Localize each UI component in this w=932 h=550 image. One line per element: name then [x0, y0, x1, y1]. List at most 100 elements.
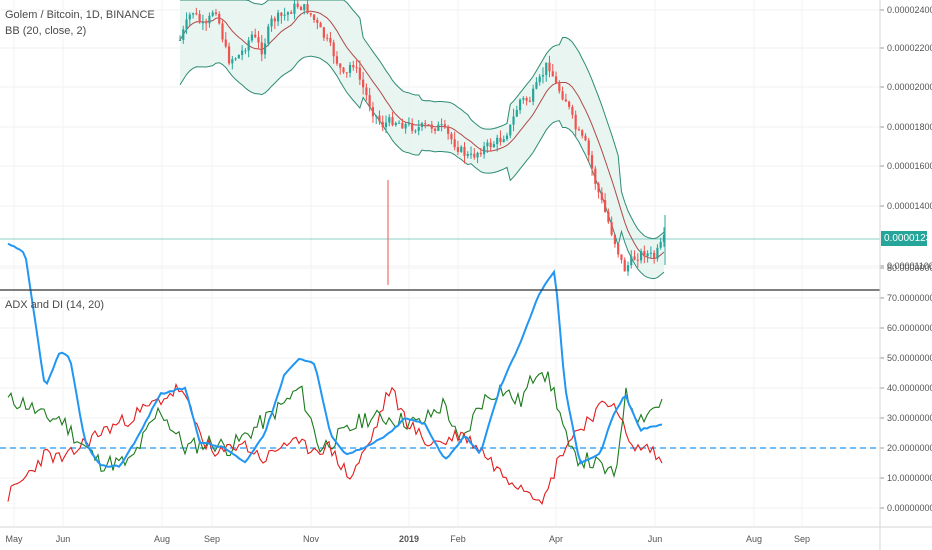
candle-body	[499, 137, 502, 142]
candle-body	[244, 50, 247, 52]
time-label: May	[5, 534, 23, 544]
time-label: Jun	[648, 534, 663, 544]
candle-body	[303, 4, 306, 11]
candle-body	[473, 153, 476, 158]
candle-body	[447, 126, 450, 134]
price-tick-label: 0.00001800	[887, 122, 932, 132]
time-label: Sep	[204, 534, 220, 544]
candle-body	[237, 54, 240, 59]
candle-body	[384, 122, 388, 128]
candle-body	[348, 64, 352, 73]
price-tick-label: 0.00001600	[887, 161, 932, 171]
adx-legend[interactable]: ADX and DI (14, 20)	[5, 299, 105, 311]
candle-body	[433, 128, 437, 131]
candle-body	[368, 95, 371, 108]
adx-line	[7, 242, 663, 468]
candle-body	[450, 133, 453, 140]
indicator-tick-label: 70.00000000	[887, 293, 932, 303]
candle-body	[322, 27, 325, 38]
candle-body	[296, 3, 299, 7]
time-label: Aug	[154, 534, 170, 544]
candle-body	[191, 13, 195, 15]
time-label: Apr	[549, 534, 563, 544]
candle-body	[401, 122, 404, 129]
candle-body	[620, 254, 623, 260]
indicator-tick-label: 10.00000000	[887, 473, 932, 483]
candle-body	[371, 107, 375, 117]
candle-body	[178, 39, 182, 41]
candle-body	[231, 59, 234, 64]
price-tick-label: 0.00001400	[887, 201, 932, 211]
candle-body	[456, 147, 460, 152]
candle-body	[502, 139, 505, 142]
candle-body	[558, 83, 561, 92]
candle-body	[590, 155, 594, 169]
bb-upper-band	[180, 0, 665, 240]
price-axis: 0.00002400 0.00002200 0.00002000 0.00001800…	[880, 5, 932, 271]
candle-body	[198, 14, 201, 23]
candle-body	[224, 39, 227, 47]
candle-body	[551, 71, 554, 77]
candle-body	[283, 14, 286, 16]
candle-body	[466, 153, 469, 156]
candle-body	[355, 67, 358, 69]
candle-body	[545, 62, 548, 76]
candle-body	[604, 200, 607, 212]
candle-body	[538, 76, 541, 83]
indicator-tick-label: 0.00000000	[887, 503, 932, 513]
bollinger-bands	[0, 0, 880, 280]
price-tick-label: 0.00001100	[887, 261, 932, 271]
candle-body	[535, 82, 538, 89]
bb-fill	[180, 0, 664, 279]
candle-body	[440, 124, 443, 126]
candle-body	[571, 106, 574, 115]
candle-body	[414, 130, 417, 132]
candle-body	[564, 99, 567, 102]
candle-body	[515, 110, 518, 117]
candle-body	[568, 101, 571, 107]
bb-legend[interactable]: BB (20, close, 2)	[5, 25, 87, 37]
candle-body	[352, 64, 355, 68]
candle-body	[574, 114, 577, 130]
candle-body	[211, 12, 214, 16]
candle-body	[630, 256, 633, 266]
candle-body	[577, 129, 581, 131]
candle-body	[182, 29, 185, 40]
candle-body	[496, 137, 499, 145]
candle-body	[316, 19, 319, 23]
candle-body	[453, 139, 456, 148]
candle-body	[483, 146, 486, 155]
candle-body	[600, 192, 603, 201]
candle-body	[518, 99, 522, 111]
candle-body	[649, 252, 652, 254]
candle-body	[420, 123, 424, 128]
candle-body	[492, 144, 496, 148]
candle-body	[532, 88, 535, 102]
time-label: Nov	[303, 534, 320, 544]
price-tick-label: 0.00002400	[887, 5, 932, 15]
di-plus-line	[7, 371, 663, 479]
candle-body	[633, 256, 636, 260]
candle-body	[479, 152, 482, 155]
candle-body	[227, 46, 231, 64]
candle-body	[646, 253, 649, 257]
indicator-tick-label: 20.00000000	[887, 443, 932, 453]
symbol-title[interactable]: Golem / Bitcoin, 1D, BINANCE	[5, 9, 155, 21]
last-price-tag: 0.00001235	[881, 231, 932, 246]
candle-body	[260, 42, 263, 55]
candle-body	[391, 117, 394, 126]
candle-body	[522, 98, 525, 100]
indicator-tick-label: 50.00000000	[887, 353, 932, 363]
candle-body	[656, 247, 659, 259]
candle-body	[653, 252, 656, 259]
indicator-tick-label: 30.00000000	[887, 413, 932, 423]
candle-body	[581, 130, 584, 136]
candle-body	[329, 38, 332, 43]
candle-body	[388, 117, 391, 123]
candle-body	[273, 18, 276, 22]
indicator-tick-label: 80.00000000	[887, 263, 932, 273]
indicator-tick-label: 40.00000000	[887, 383, 932, 393]
candle-body	[381, 121, 384, 128]
candle-body	[509, 124, 512, 136]
